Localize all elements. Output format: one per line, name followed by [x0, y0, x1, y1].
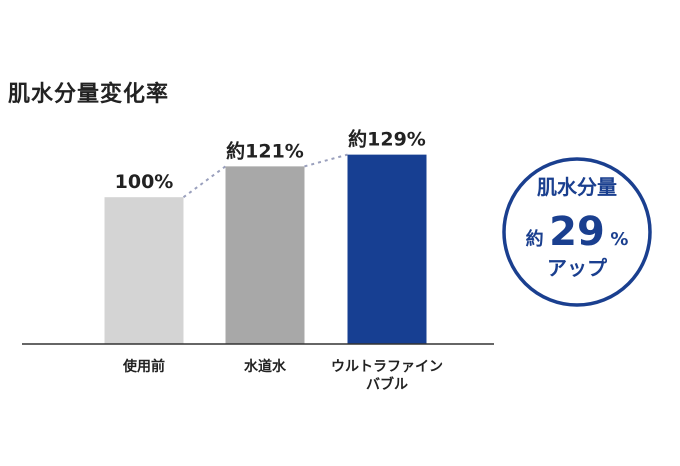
value-labels: 100% 約121% 約129%	[115, 128, 426, 194]
category-label-3-line-2: バブル	[366, 376, 408, 393]
callout-circle	[502, 157, 652, 307]
bars	[104, 154, 427, 344]
callout-unit: %	[610, 229, 628, 250]
category-label-2: 水道水	[244, 358, 287, 375]
category-label-1: 使用前	[122, 358, 165, 375]
bar-3	[347, 154, 427, 344]
connector-lines	[182, 153, 348, 199]
callout-number: 29	[549, 209, 605, 255]
connector-line-1	[182, 165, 227, 199]
value-label-1: 100%	[115, 171, 174, 193]
callout-badge: 肌水分量 約 29 % アップ	[502, 157, 652, 307]
value-label-3: 約129%	[348, 128, 426, 151]
chart-title: 肌水分量変化率	[8, 82, 170, 107]
callout-value: 約 29 %	[526, 209, 629, 255]
callout-subtitle: アップ	[547, 256, 608, 280]
callout-title: 肌水分量	[537, 175, 617, 199]
connector-line-2	[304, 153, 348, 168]
value-label-2: 約121%	[226, 139, 304, 162]
bar-2	[225, 166, 305, 344]
bar-1	[104, 197, 184, 344]
category-label-3-line-1: ウルトラファイン	[331, 359, 443, 375]
callout-prefix: 約	[526, 228, 544, 250]
